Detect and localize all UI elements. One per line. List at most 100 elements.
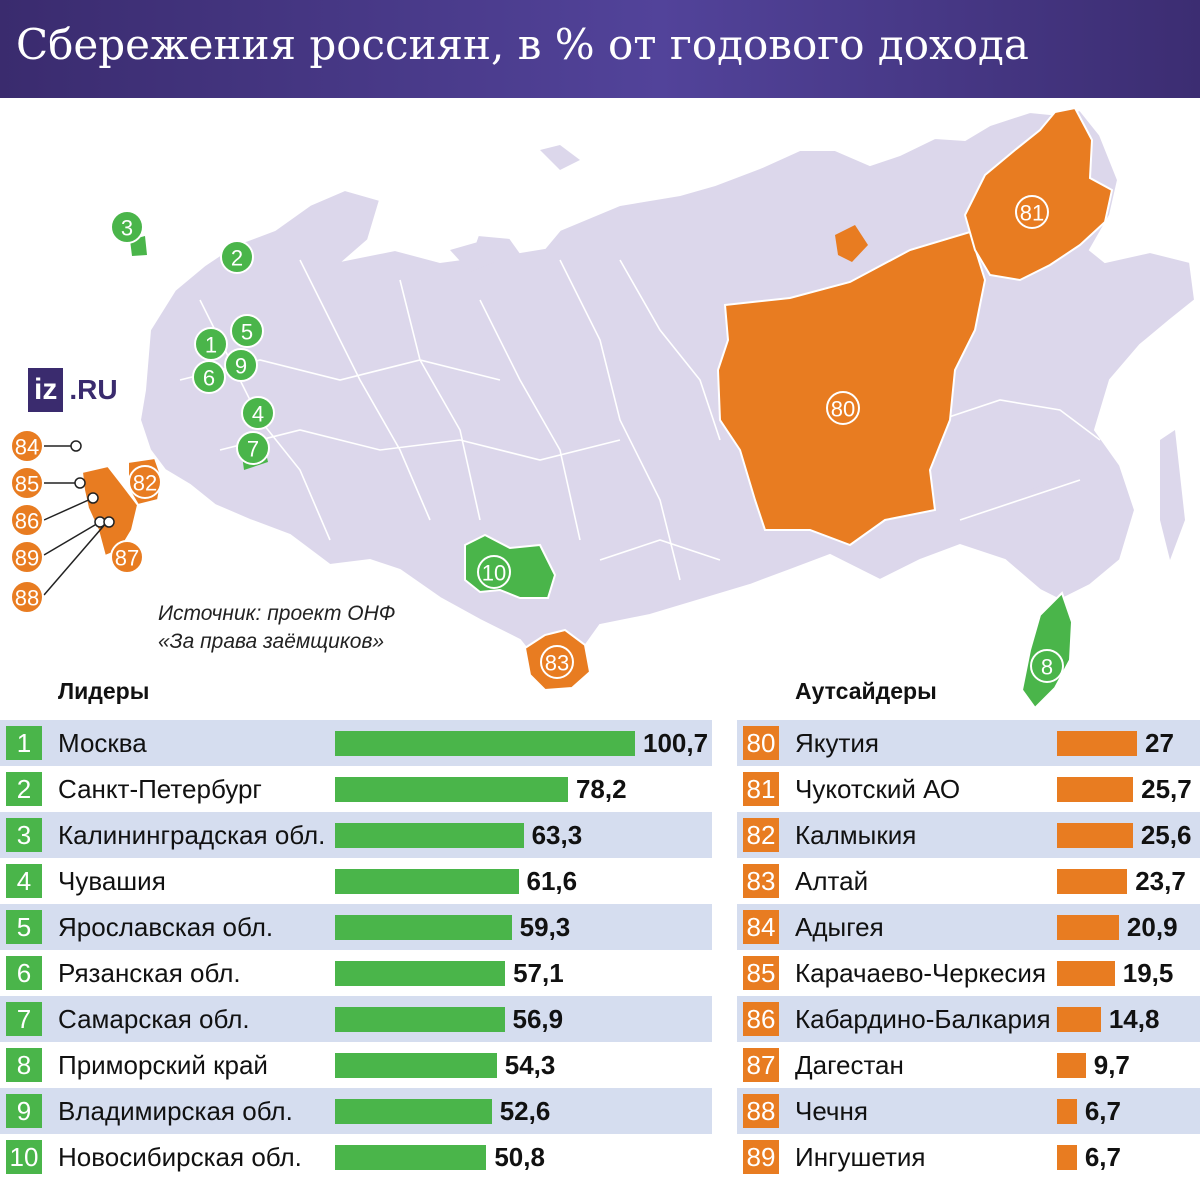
leaders-title: Лидеры: [58, 678, 150, 704]
rank-badge: 82: [743, 818, 779, 852]
russia-map: 3 2 5 1 9 6 4 7 10 8 81 80 82 83 87 84 85 86 89 88 iz .RU: [0, 98, 1200, 713]
region-name: Рязанская обл.: [58, 958, 241, 988]
map-marker-label: 2: [231, 246, 243, 271]
region-name: Ингушетия: [795, 1142, 926, 1172]
table-row: 82 Калмыкия 25,6: [737, 812, 1200, 858]
region-name: Чукотский АО: [795, 774, 961, 804]
region-name: Калмыкия: [795, 820, 917, 850]
logo-box: iz: [28, 368, 64, 412]
table-row: 7 Самарская обл. 56,9: [0, 996, 712, 1042]
map-marker: 81: [1015, 195, 1049, 229]
value-label: 78,2: [575, 774, 627, 804]
region-name: Санкт-Петербург: [58, 774, 262, 804]
region-chukotka: [963, 106, 1114, 282]
map-marker: 9: [224, 348, 258, 382]
table-row: 3 Калининградская обл. 63,3: [0, 812, 712, 858]
bar: [1057, 1053, 1086, 1078]
table-row: 9 Владимирская обл. 52,6: [0, 1088, 712, 1134]
map-marker-label: 8: [1041, 655, 1053, 680]
kamchatka: [1160, 430, 1185, 560]
rank-badge: 89: [743, 1140, 779, 1174]
map-marker-label: 80: [831, 397, 855, 422]
value-label: 20,9: [1126, 912, 1178, 942]
iz-ru-logo: iz .RU: [28, 368, 118, 412]
table-row: 85 Карачаево-Черкесия 19,5: [737, 950, 1200, 996]
value-label: 23,7: [1135, 866, 1186, 896]
value-label: 100,7: [643, 728, 709, 758]
table-row: 5 Ярославская обл. 59,3: [0, 904, 712, 950]
header-banner: Сбережения россиян, в % от годового дохо…: [0, 0, 1200, 98]
map-marker-label: 5: [241, 320, 253, 345]
map-marker-label: 83: [545, 651, 569, 676]
table-row: 81 Чукотский АО 25,7: [737, 766, 1200, 812]
rank-badge: 85: [743, 956, 779, 990]
map-marker-label: 1: [205, 333, 217, 358]
leaders-table: 1 Москва 100,7 2 Санкт-Петербург 78,2 3 Калинин…: [0, 720, 712, 1180]
rank-badge: 6: [6, 956, 42, 990]
region-name: Кабардино-Балкария: [795, 1004, 1051, 1034]
region-name: Владимирская обл.: [58, 1096, 293, 1126]
map-marker-label: 82: [133, 471, 157, 496]
map-marker: 1: [194, 327, 228, 361]
map-marker-label: 86: [15, 509, 39, 534]
connector-dots: [70, 440, 115, 528]
region-name: Самарская обл.: [58, 1004, 250, 1034]
table-row: 6 Рязанская обл. 57,1: [0, 950, 712, 996]
map-marker-label: 87: [115, 546, 139, 571]
region-name: Якутия: [795, 728, 879, 758]
map-marker-label: 9: [235, 354, 247, 379]
map-marker: 86: [10, 503, 44, 537]
bar: [1057, 961, 1115, 986]
map-marker: 80: [826, 391, 860, 425]
map-marker: 84: [10, 429, 44, 463]
map-marker-label: 88: [15, 586, 39, 611]
map-marker-label: 6: [203, 366, 215, 391]
table-row: 10 Новосибирская обл. 50,8: [0, 1134, 712, 1180]
bar: [335, 1099, 492, 1124]
sakhalin: [1030, 480, 1080, 575]
outsiders-title: Аутсайдеры: [795, 678, 937, 704]
bar: [335, 777, 568, 802]
value-label: 61,6: [526, 866, 578, 896]
value-label: 63,3: [531, 820, 583, 850]
bar: [335, 1053, 497, 1078]
table-row: 83 Алтай 23,7: [737, 858, 1200, 904]
map-marker: 82: [128, 465, 162, 499]
bar: [335, 869, 519, 894]
rank-badge: 2: [6, 772, 42, 806]
rank-badge: 84: [743, 910, 779, 944]
rank-badge: 9: [6, 1094, 42, 1128]
region-name: Карачаево-Черкесия: [795, 958, 1047, 988]
map-marker: 85: [10, 466, 44, 500]
island-2: [540, 145, 580, 170]
map-marker-label: 4: [252, 402, 264, 427]
bar: [1057, 1099, 1077, 1124]
map-marker: 3: [110, 210, 144, 244]
rank-badge: 81: [743, 772, 779, 806]
map-marker: 10: [477, 555, 511, 589]
region-name: Новосибирская обл.: [58, 1142, 302, 1172]
map-marker-label: 81: [1020, 201, 1044, 226]
map-marker-label: 85: [15, 472, 39, 497]
table-row: 87 Дагестан 9,7: [737, 1042, 1200, 1088]
value-label: 52,6: [499, 1096, 551, 1126]
bar: [1057, 1145, 1077, 1170]
bar: [335, 915, 512, 940]
map-marker-label: 84: [15, 435, 39, 460]
region-name: Адыгея: [795, 912, 884, 942]
value-label: 54,3: [504, 1050, 556, 1080]
bar: [335, 961, 506, 986]
bar: [1057, 777, 1134, 802]
outsiders-table: 80 Якутия 27 81 Чукотский АО 25,7 82 Калмыкия 25…: [737, 720, 1200, 1180]
map-marker: 6: [192, 360, 226, 394]
table-row: 84 Адыгея 20,9: [737, 904, 1200, 950]
value-label: 6,7: [1084, 1096, 1121, 1126]
value-label: 57,1: [513, 958, 564, 988]
map-marker: 5: [230, 314, 264, 348]
region-name: Калининградская обл.: [58, 820, 326, 850]
bar: [1057, 731, 1137, 756]
bar: [1057, 915, 1119, 940]
bar: [335, 731, 635, 756]
value-label: 25,6: [1140, 820, 1192, 850]
